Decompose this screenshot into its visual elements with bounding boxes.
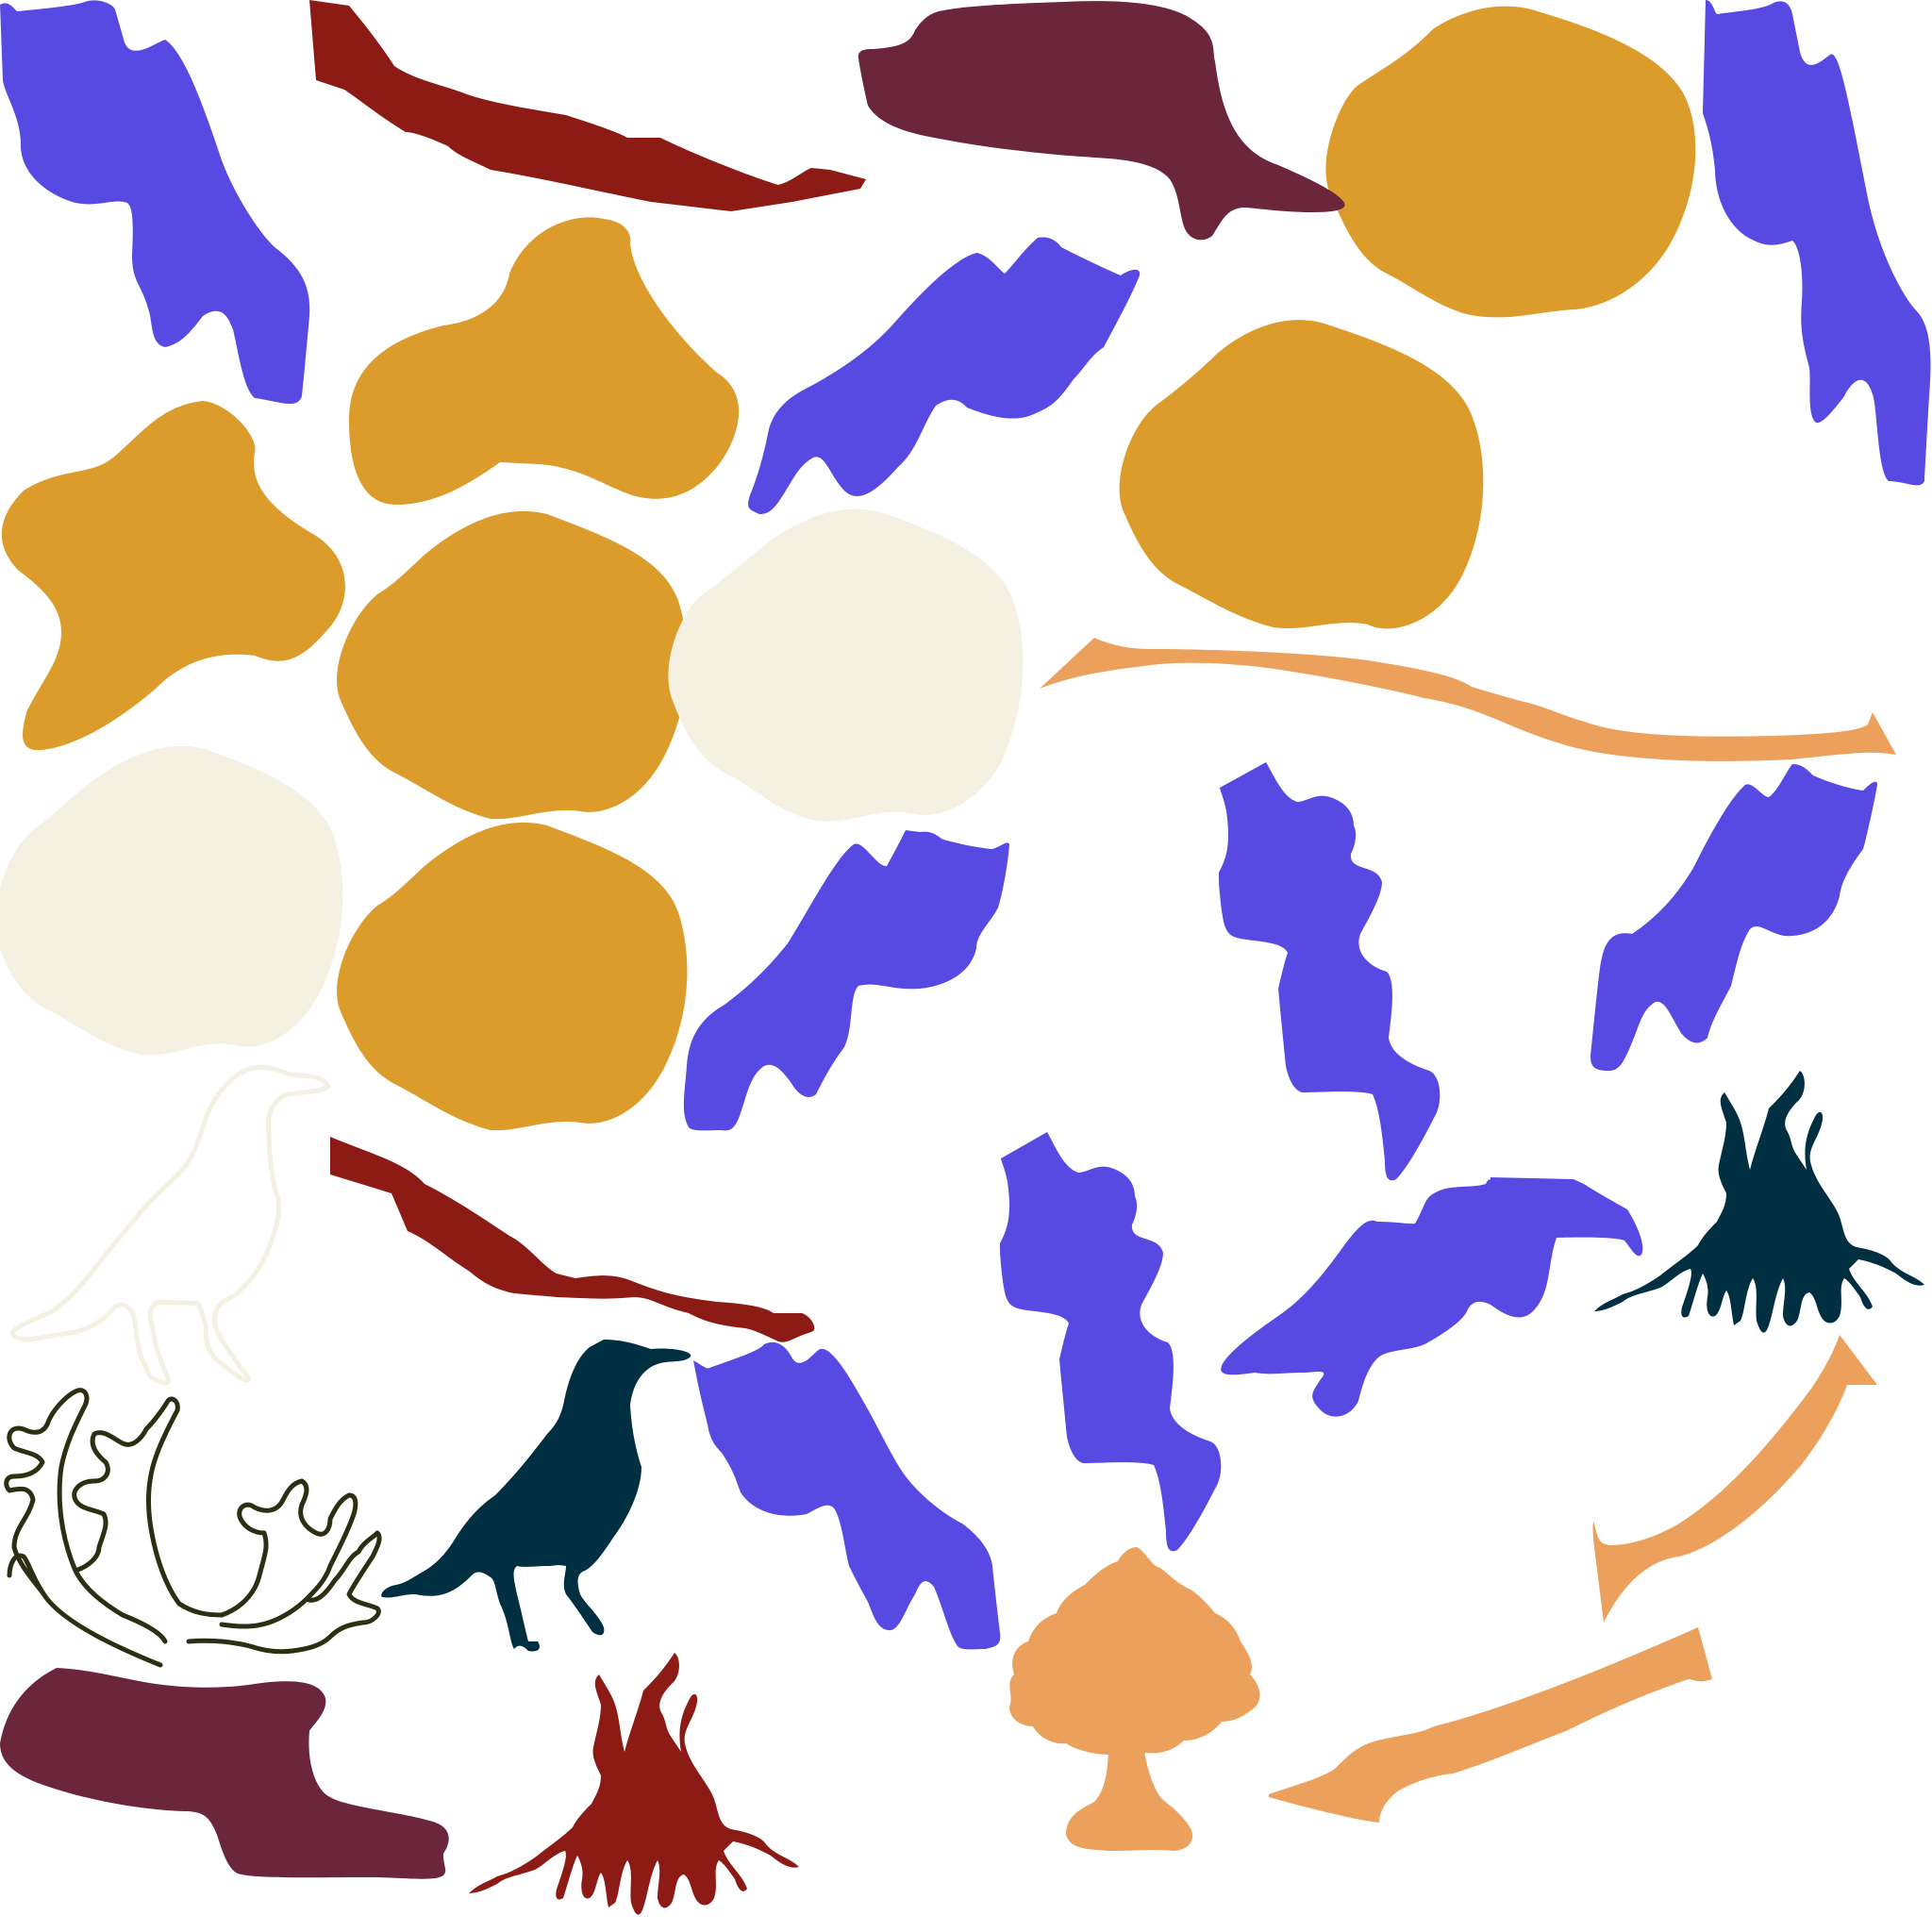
- red-branch-group: [309, 0, 866, 1342]
- tree: [1009, 1547, 1260, 1851]
- blue-blob: [1000, 1132, 1222, 1552]
- branch: [1269, 1627, 1712, 1823]
- tree-canopy-top: [1024, 1547, 1243, 1740]
- blue-blob: [748, 237, 1141, 514]
- gold-blob: [1119, 320, 1484, 629]
- antler-left: [4, 1388, 225, 1668]
- blue-blob-group: [0, 0, 1931, 1650]
- branch: [309, 0, 866, 211]
- tree-roots: [1594, 1071, 1924, 1333]
- branch: [1592, 1335, 1877, 1623]
- blue-blob: [1219, 762, 1441, 1181]
- blue-blob: [1221, 1177, 1643, 1417]
- gold-blob-group: [0, 6, 1696, 1131]
- tree-roots: [469, 1653, 799, 1915]
- gold-blob: [1325, 6, 1696, 318]
- blue-blob: [0, 0, 310, 405]
- maroon-blob: [858, 1, 1345, 241]
- antler-right: [186, 1478, 382, 1655]
- bird: [381, 1340, 691, 1652]
- maroon-blob: [0, 1668, 449, 1879]
- blue-blob: [1591, 764, 1877, 1071]
- maroon-group: [0, 1, 1345, 1879]
- blue-blob: [693, 1341, 1001, 1650]
- cream-blob: [668, 508, 1024, 822]
- cream-blob: [0, 745, 343, 1056]
- blue-blob: [683, 830, 1009, 1131]
- tree-trunk: [1066, 1745, 1193, 1851]
- gold-blob: [349, 217, 740, 505]
- gold-blob: [1, 401, 345, 751]
- gold-blob: [337, 822, 688, 1131]
- bird-outline: [10, 1064, 332, 1386]
- peach-branch-group: [1040, 638, 1896, 1823]
- antlers: [4, 1388, 382, 1668]
- branch: [1040, 638, 1896, 761]
- branch: [330, 1137, 815, 1342]
- blue-blob: [1703, 0, 1931, 486]
- gold-blob: [337, 510, 688, 820]
